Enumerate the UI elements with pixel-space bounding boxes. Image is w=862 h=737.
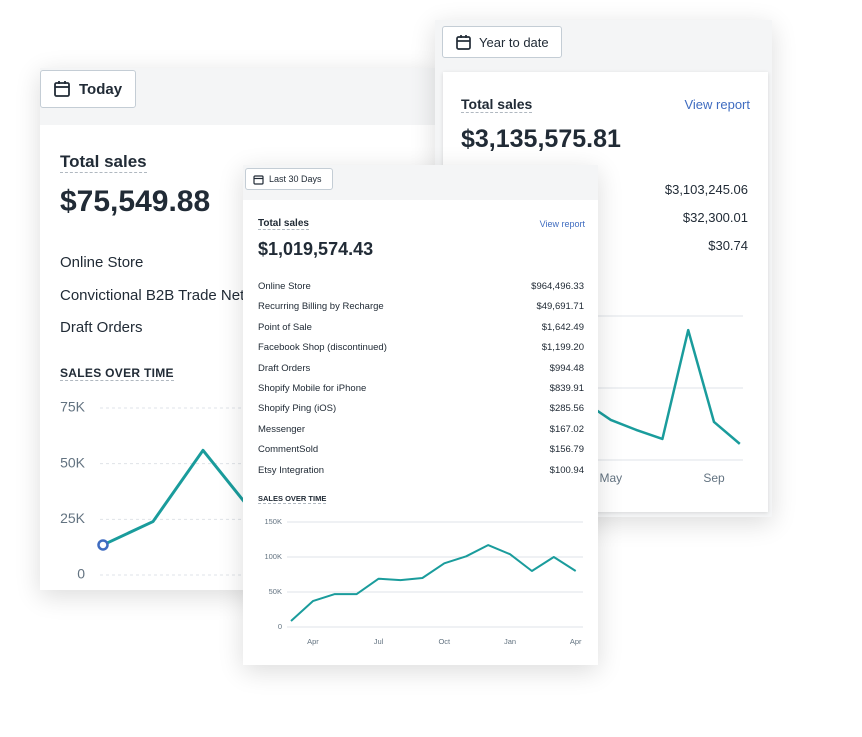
x-tick-label: Apr (570, 637, 582, 646)
row-value: $30.74 (708, 238, 748, 253)
row-value: $167.02 (549, 423, 584, 435)
x-tick-label: Apr (307, 637, 319, 646)
range-button[interactable]: Today (40, 70, 136, 108)
row-value: $100.94 (549, 464, 584, 476)
sales-line (102, 448, 255, 547)
row-value: $49,691.71 (536, 301, 584, 313)
x-tick-label: Jul (374, 637, 384, 646)
card-title: Total sales (461, 96, 533, 113)
x-tick-label: Sep (703, 471, 725, 485)
row-label: Etsy Integration (258, 464, 325, 476)
row-label: Messenger (258, 423, 305, 435)
row-value: $1,199.20 (541, 342, 584, 354)
chart-title: SALES OVER TIME (258, 494, 327, 504)
row-value: $964,496.33 (531, 281, 584, 292)
card-title: Total sales (60, 152, 147, 173)
y-tick-label: 75K (60, 399, 86, 415)
y-tick-label: 0 (77, 566, 85, 582)
row-label: Point of Sale (258, 321, 312, 333)
row-value: $839.91 (549, 383, 584, 394)
y-tick-label: 25K (60, 510, 86, 526)
x-tick-label: May (599, 471, 622, 485)
row-value: $156.79 (549, 444, 584, 456)
view-report-link[interactable]: View report (539, 219, 585, 229)
row-label: Shopify Ping (iOS) (258, 403, 337, 415)
row-label: Shopify Mobile for iPhone (258, 383, 367, 394)
total-sales: $1,019,574.43 (258, 239, 374, 259)
chart-title: SALES OVER TIME (60, 366, 174, 381)
row-label: Draft Orders (258, 362, 311, 374)
x-tick-label: Oct (438, 637, 451, 646)
range-label: Last 30 Days (269, 174, 322, 184)
row-value: $32,300.01 (682, 210, 748, 225)
row-value: $1,642.49 (541, 321, 584, 333)
calendar-icon (456, 34, 471, 50)
y-tick-label: 50K (269, 587, 282, 596)
card-title: Total sales (258, 218, 309, 230)
row-label: Recurring Billing by Recharge (258, 301, 384, 313)
total-sales: $3,135,575.81 (461, 125, 621, 153)
y-tick-label: 50K (60, 454, 86, 470)
view-report-link[interactable]: View report (684, 97, 750, 112)
y-tick-label: 100K (264, 552, 282, 561)
calendar-icon (54, 81, 70, 97)
row-value: $994.48 (549, 362, 584, 374)
sales-line (584, 328, 741, 445)
last-30-days-card: Last 30 Days Total sales View report $1,… (243, 165, 598, 665)
y-tick-label: 0 (278, 622, 282, 631)
row-label: CommentSold (258, 444, 319, 456)
range-label: Today (79, 80, 123, 98)
row-label: Convictional B2B Trade Net (60, 286, 245, 304)
row-label: Online Store (60, 254, 144, 271)
y-tick-label: 150K (264, 517, 282, 526)
range-label: Year to date (479, 34, 549, 50)
start-point (97, 539, 109, 551)
calendar-icon (253, 174, 264, 185)
range-button[interactable]: Year to date (442, 26, 562, 58)
range-button[interactable]: Last 30 Days (245, 168, 333, 190)
row-value: $285.56 (549, 403, 584, 415)
row-value: $3,103,245.06 (664, 182, 748, 197)
row-label: Draft Orders (60, 319, 143, 336)
row-label: Online Store (258, 281, 311, 292)
x-tick-label: Jan (504, 637, 516, 646)
row-label: Facebook Shop (discontinued) (258, 342, 387, 354)
line-chart: 0 50K 100K 150K Apr Jul Oct Jan Apr (264, 517, 583, 646)
sales-line (290, 544, 577, 622)
total-sales: $75,549.88 (60, 185, 211, 218)
